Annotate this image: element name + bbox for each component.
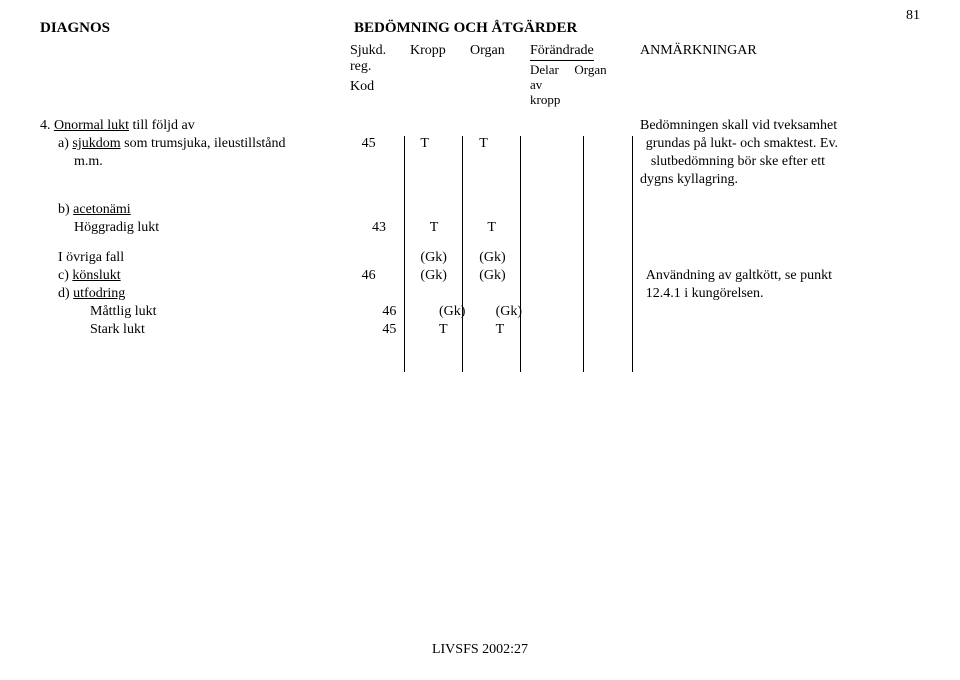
itemC-note1: Användning av galtkött, se punkt — [646, 268, 920, 284]
item4-note2: grundas på lukt- och smaktest. Ev. — [646, 136, 920, 152]
footer: LIVSFS 2002:27 — [0, 642, 960, 658]
kod-bot: Kod — [350, 79, 410, 95]
itemD-m-row: Måttlig lukt 46 (Gk) (Gk) — [40, 304, 920, 320]
ovriga-kropp: (Gk) — [420, 250, 479, 266]
itemC-kropp: (Gk) — [420, 268, 479, 284]
itemD-m-organ: (Gk) — [496, 304, 553, 320]
itemB-line2: Höggradig lukt — [40, 220, 372, 236]
item4-note3: slutbedömning bör ske efter ett — [651, 154, 920, 170]
itemB-line1: b) acetonämi — [58, 202, 131, 217]
itemD-s-label: Stark lukt — [40, 322, 382, 338]
itemD-s-kod: 45 — [382, 322, 439, 338]
item4-line2: a) sjukdom som trumsjuka, ileustillstånd — [58, 136, 286, 151]
itemD-line1: d) utfodring — [58, 286, 125, 301]
kod-mid: reg. — [350, 59, 410, 75]
vsep-2 — [462, 136, 463, 372]
col-organ-head: Organ — [470, 43, 530, 59]
item4-note1: Bedömningen skall vid tveksamhet — [640, 118, 920, 134]
itemD-s-organ: T — [496, 322, 553, 338]
kropp2-label: kropp — [530, 93, 560, 108]
item4-row3: m.m. slutbedömning bör ske efter ett — [40, 154, 920, 170]
organ2-label: Organ — [574, 63, 606, 108]
item4-organ: T — [479, 136, 538, 152]
delar-label: Delar — [530, 63, 560, 78]
header-row: DIAGNOS BEDÖMNING OCH ÅTGÄRDER — [40, 20, 920, 37]
itemC-organ: (Gk) — [479, 268, 538, 284]
vsep-3 — [520, 136, 521, 372]
itemD-m-kropp: (Gk) — [439, 304, 496, 320]
col-forandrade-head: Förändrade Delar av kropp Organ — [530, 43, 640, 108]
item4-note4: dygns kyllagring. — [640, 172, 920, 188]
itemB-organ: T — [487, 220, 545, 236]
itemC-note2: 12.4.1 i kungörelsen. — [646, 286, 920, 302]
item4-line1: 4. Onormal lukt till följd av — [40, 118, 195, 133]
content-table: 4. Onormal lukt till följd av Bedömninge… — [40, 118, 920, 338]
itemD-m-kod: 46 — [382, 304, 439, 320]
page-number: 81 — [906, 8, 920, 24]
av-label: av — [530, 78, 560, 93]
itemC-row2: d) utfodring 12.4.1 i kungörelsen. — [40, 286, 920, 302]
itemB-kropp: T — [430, 220, 488, 236]
itemD-s-kropp: T — [439, 322, 496, 338]
header-diagnos: DIAGNOS — [40, 20, 350, 37]
col-anm-head: ANMÄRKNINGAR — [640, 43, 920, 59]
item4-kod: 45 — [362, 136, 421, 152]
ovriga-label: I övriga fall — [40, 250, 362, 266]
vsep-5 — [632, 136, 633, 372]
itemC-kod: 46 — [362, 268, 421, 284]
item4-kropp: T — [420, 136, 479, 152]
itemC-row1: c) könslukt 46 (Gk) (Gk) Användning av g… — [40, 268, 920, 284]
itemC-line1: c) könslukt — [58, 268, 121, 283]
itemB-kod: 43 — [372, 220, 430, 236]
vsep-4 — [583, 136, 584, 372]
item4-row4: dygns kyllagring. — [40, 172, 920, 188]
item4-row2: a) sjukdom som trumsjuka, ileustillstånd… — [40, 136, 920, 152]
col-kod-head: Sjukd. reg. Kod — [350, 43, 410, 95]
forandrade-label: Förändrade — [530, 43, 594, 61]
vsep-1 — [404, 136, 405, 372]
header-bedom: BEDÖMNING OCH ÅTGÄRDER — [350, 20, 577, 37]
col-kropp-head: Kropp — [410, 43, 470, 59]
item4-row1: 4. Onormal lukt till följd av Bedömninge… — [40, 118, 920, 134]
kod-top: Sjukd. — [350, 43, 410, 59]
subheader-row: Sjukd. reg. Kod Kropp Organ Förändrade D… — [40, 43, 920, 108]
ovriga-organ: (Gk) — [479, 250, 538, 266]
itemB-row2: Höggradig lukt 43 T T — [40, 220, 920, 236]
ovriga-row: I övriga fall (Gk) (Gk) — [40, 250, 920, 266]
itemD-m-label: Måttlig lukt — [40, 304, 382, 320]
itemB-row1: b) acetonämi — [40, 202, 920, 218]
itemD-s-row: Stark lukt 45 T T — [40, 322, 920, 338]
item4-line3: m.m. — [40, 154, 372, 170]
